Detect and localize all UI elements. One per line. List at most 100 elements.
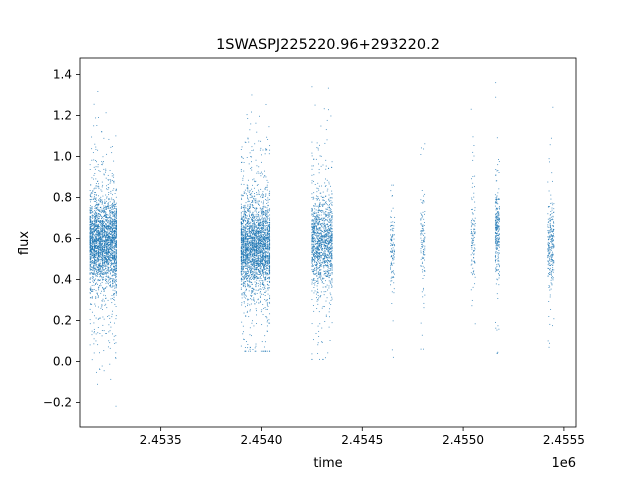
data-point bbox=[253, 274, 255, 276]
data-point bbox=[263, 229, 265, 231]
data-point bbox=[105, 266, 106, 268]
data-point bbox=[107, 263, 109, 265]
data-point bbox=[247, 187, 249, 189]
data-point bbox=[260, 213, 262, 215]
data-point bbox=[245, 255, 247, 256]
data-point bbox=[113, 220, 114, 222]
data-point bbox=[110, 223, 112, 225]
data-point bbox=[92, 224, 94, 226]
data-point bbox=[240, 279, 242, 281]
data-point bbox=[101, 335, 103, 337]
data-point bbox=[89, 238, 91, 239]
data-point bbox=[114, 343, 116, 344]
data-point bbox=[96, 224, 98, 226]
data-point bbox=[251, 232, 253, 233]
data-point bbox=[262, 287, 264, 289]
data-point bbox=[241, 278, 243, 280]
data-point bbox=[250, 269, 252, 271]
data-point bbox=[89, 242, 91, 244]
data-point bbox=[247, 305, 248, 307]
data-point bbox=[101, 273, 103, 275]
data-point bbox=[259, 222, 260, 224]
data-point bbox=[249, 206, 251, 208]
data-point bbox=[113, 257, 115, 258]
data-point bbox=[262, 244, 263, 246]
data-point bbox=[92, 232, 94, 234]
data-point bbox=[265, 268, 267, 270]
data-point bbox=[115, 256, 117, 258]
data-point bbox=[113, 266, 115, 268]
data-point bbox=[265, 237, 267, 239]
data-point bbox=[114, 215, 115, 217]
data-point bbox=[251, 292, 253, 294]
data-point bbox=[91, 215, 93, 217]
data-point bbox=[92, 260, 94, 262]
data-point bbox=[268, 210, 270, 212]
data-point bbox=[92, 232, 93, 234]
data-point bbox=[256, 243, 258, 245]
data-point bbox=[95, 297, 97, 299]
data-point bbox=[113, 225, 115, 227]
data-point bbox=[96, 238, 98, 240]
data-point bbox=[112, 203, 113, 205]
data-point bbox=[266, 235, 268, 237]
data-point bbox=[113, 294, 115, 296]
data-point bbox=[244, 236, 246, 238]
data-point bbox=[263, 245, 265, 247]
data-point bbox=[256, 230, 258, 232]
data-point bbox=[98, 266, 100, 268]
data-point bbox=[114, 244, 115, 246]
data-point bbox=[95, 243, 97, 245]
data-point bbox=[262, 264, 264, 266]
data-point bbox=[95, 207, 97, 208]
data-point bbox=[96, 231, 97, 232]
data-point bbox=[95, 266, 97, 268]
data-point bbox=[248, 210, 250, 212]
data-point bbox=[253, 255, 255, 257]
data-point bbox=[260, 175, 262, 177]
data-point bbox=[264, 217, 265, 219]
data-point bbox=[94, 269, 96, 271]
data-point bbox=[111, 222, 113, 224]
data-point bbox=[256, 236, 258, 238]
data-point bbox=[244, 265, 246, 267]
data-point bbox=[100, 292, 102, 294]
data-point bbox=[93, 279, 95, 281]
data-point bbox=[243, 271, 245, 273]
data-point bbox=[250, 243, 252, 245]
data-point bbox=[251, 237, 252, 239]
data-point bbox=[252, 191, 254, 193]
data-point bbox=[111, 294, 113, 296]
data-point bbox=[115, 270, 117, 272]
data-point bbox=[251, 335, 252, 337]
data-point bbox=[255, 232, 257, 234]
data-point bbox=[253, 325, 255, 327]
data-point bbox=[104, 230, 106, 232]
data-point bbox=[256, 237, 258, 239]
data-point bbox=[258, 231, 259, 233]
data-point bbox=[111, 236, 113, 238]
data-point bbox=[241, 261, 243, 263]
data-point bbox=[101, 243, 103, 245]
data-point bbox=[263, 236, 265, 238]
data-point bbox=[102, 228, 104, 230]
data-point bbox=[113, 231, 115, 233]
data-point bbox=[109, 257, 111, 259]
data-point bbox=[111, 237, 112, 238]
data-point bbox=[97, 253, 99, 254]
data-point bbox=[94, 143, 96, 145]
data-point bbox=[95, 340, 97, 342]
data-point bbox=[265, 264, 266, 266]
data-point bbox=[243, 263, 245, 265]
data-point bbox=[93, 196, 95, 198]
data-point bbox=[243, 216, 245, 218]
data-point bbox=[250, 286, 252, 288]
data-point bbox=[265, 252, 267, 253]
data-point bbox=[93, 241, 95, 243]
data-point bbox=[109, 233, 111, 235]
data-point bbox=[259, 239, 261, 241]
data-point bbox=[247, 138, 249, 140]
data-point bbox=[257, 215, 259, 217]
data-point bbox=[257, 299, 259, 301]
data-point bbox=[101, 304, 103, 306]
